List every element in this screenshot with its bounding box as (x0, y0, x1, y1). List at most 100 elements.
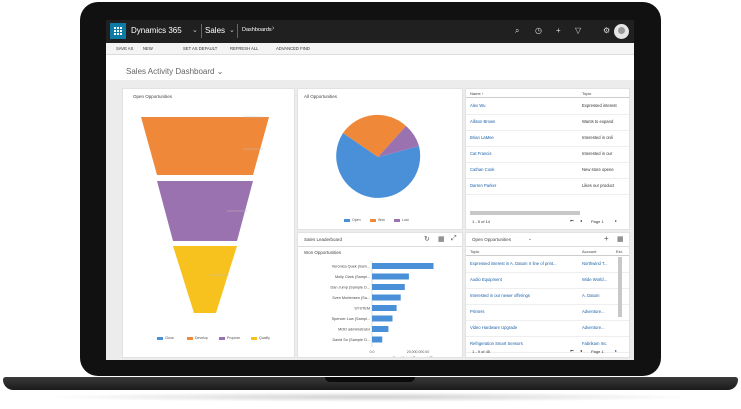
open-opportunities-card: Open Opportunities Close Develop Propose… (122, 88, 295, 358)
first-page-icon[interactable]: ⏮ (570, 218, 574, 223)
chevron-down-icon[interactable]: ⌄ (192, 27, 198, 34)
plus-icon[interactable]: + (556, 26, 561, 35)
table-row[interactable]: Cathan Cook New store opene (466, 162, 629, 179)
app-name[interactable]: Dynamics 365 (131, 26, 182, 35)
search-icon[interactable]: ⌕ (515, 26, 520, 35)
history-icon[interactable]: ◷ (535, 26, 542, 35)
grid-record-count: 1 - 9 of 45 (472, 349, 491, 354)
open-opportunities-grid-card: Open Opportunities ⌄ + ▦ Topic Account E… (465, 232, 630, 358)
table-row[interactable]: Alex Wu Expressed interest (466, 98, 629, 115)
table-row[interactable]: Allison Brown Wants to expand (466, 114, 629, 131)
leaderboard-bar[interactable] (372, 305, 397, 311)
prev-page-icon[interactable]: ◂ (580, 348, 583, 353)
leaderboard-bar[interactable] (372, 336, 383, 343)
bar-category-label: Veronica Quek (Sam... (332, 265, 370, 269)
table-row[interactable]: Printers Adventure... (466, 304, 629, 321)
chevron-right-icon[interactable]: › (272, 25, 275, 32)
dashboard-title[interactable]: Sales Activity Dashboard ⌄ (126, 67, 223, 76)
pie-slice-open[interactable] (336, 133, 421, 198)
row-primary-link[interactable]: Cathan Cook (470, 167, 495, 172)
plus-icon[interactable]: + (604, 234, 609, 243)
row-primary-link[interactable]: Printers (470, 309, 485, 314)
leaderboard-bar[interactable] (372, 315, 393, 322)
row-primary-link[interactable]: Video Hardware Upgrade (470, 325, 518, 330)
row-secondary-cell: Adventure... (582, 325, 605, 330)
all-opportunities-card: All Opportunities Open Won Lost (297, 88, 463, 230)
grid-icon[interactable]: ▦ (617, 236, 624, 243)
leaderboard-bar[interactable] (372, 294, 401, 301)
avatar[interactable] (614, 24, 629, 39)
row-secondary-cell: New store opene (582, 167, 614, 172)
expand-icon[interactable]: ⤢ (451, 235, 457, 242)
legend-swatch (187, 337, 193, 340)
grid-icon[interactable]: ▦ (438, 236, 445, 243)
table-row[interactable]: Audio Equipment Wide World... (466, 272, 629, 289)
grid-record-count: 1 - 5 of 14 (472, 219, 491, 224)
next-page-icon[interactable]: ▸ (615, 218, 618, 223)
set-as-default-button[interactable]: SET AS DEFAULT (183, 46, 218, 51)
prev-page-icon[interactable]: ◂ (580, 218, 583, 223)
pie-slice-won[interactable] (343, 114, 406, 157)
card-title[interactable]: Open Opportunities (472, 237, 512, 242)
chevron-down-icon: ⌄ (216, 67, 224, 76)
row-primary-link[interactable]: Allison Brown (470, 119, 496, 124)
leaderboard-bar[interactable] (372, 284, 405, 290)
funnel-segment-propose[interactable] (157, 181, 253, 241)
row-primary-link[interactable]: Expressed interest in A. Datum X line of… (470, 261, 557, 266)
table-row[interactable]: Refrigeration Smart Sensors Fabrikam Inc. (466, 336, 629, 353)
chevron-down-icon[interactable]: ⌄ (229, 27, 235, 34)
filter-icon[interactable]: ▽ (575, 26, 582, 35)
refresh-icon[interactable]: ↻ (424, 236, 430, 243)
row-secondary-cell: Likes our product (582, 183, 615, 188)
page-number: Page 1 (591, 219, 604, 224)
grid-title-bar: Open Opportunities ⌄ + ▦ (466, 233, 629, 247)
card-title: Sales Leaderboard (304, 237, 343, 242)
row-primary-link[interactable]: Cat Francis (470, 151, 492, 156)
row-secondary-cell: A. Datum (582, 293, 600, 298)
column-header-topic[interactable]: Topic (470, 249, 480, 254)
laptop-screen: Dynamics 365 ⌄ Sales ⌄ Dashboards › ⌕ ◷ … (106, 20, 634, 360)
row-secondary-cell: Expressed interest (582, 103, 617, 108)
leaderboard-bar[interactable] (372, 263, 434, 269)
x-tick-label: 0.0 (370, 350, 375, 354)
next-page-icon[interactable]: ▸ (615, 348, 618, 353)
table-row[interactable]: Darren Parker Likes our product (466, 178, 629, 195)
row-primary-link[interactable]: Darren Parker (470, 183, 497, 188)
pie-slice-lost[interactable] (378, 126, 419, 157)
advanced-find-button[interactable]: ADVANCED FIND (276, 46, 310, 51)
subarea-name[interactable]: Dashboards (242, 27, 272, 33)
chevron-down-icon[interactable]: ⌄ (528, 236, 532, 241)
area-name[interactable]: Sales (205, 26, 226, 35)
app-launcher-icon[interactable] (110, 23, 126, 39)
table-row[interactable]: Brian LaMee Interested in onli (466, 130, 629, 147)
row-primary-link[interactable]: Alex Wu (470, 103, 486, 108)
row-primary-link[interactable]: Refrigeration Smart Sensors (470, 341, 523, 346)
leaderboard-bar[interactable] (372, 326, 389, 332)
column-header-account[interactable]: Account (582, 249, 597, 254)
funnel-segment-qualify[interactable] (173, 246, 237, 313)
column-header-name[interactable]: Name ↑ (470, 91, 484, 96)
leaderboard-bar[interactable] (372, 273, 409, 280)
save-as-button[interactable]: SAVE AS (116, 46, 134, 51)
table-row[interactable]: Expressed interest in A. Datum X line of… (466, 256, 629, 273)
first-page-icon[interactable]: ⏮ (570, 348, 574, 353)
table-row[interactable]: Interested in our newer offerings A. Datu… (466, 288, 629, 305)
column-header-est[interactable]: Est. (616, 249, 623, 254)
legend-label: Open (352, 218, 361, 222)
gear-icon[interactable]: ⚙ (603, 26, 611, 35)
row-primary-link[interactable]: Interested in our newer offerings (470, 293, 530, 298)
vertical-scrollbar[interactable] (618, 257, 622, 317)
row-secondary-cell: Interested in our (582, 151, 613, 156)
horizontal-scrollbar[interactable] (470, 211, 580, 215)
refresh-all-button[interactable]: REFRESH ALL (230, 46, 259, 51)
new-button[interactable]: NEW (143, 46, 153, 51)
row-primary-link[interactable]: Audio Equipment (470, 277, 502, 282)
bar-category-label: Spencer Low (Sampl... (332, 317, 370, 321)
table-row[interactable]: Cat Francis Interested in our (466, 146, 629, 163)
table-row[interactable]: Video Hardware Upgrade Adventure... (466, 320, 629, 337)
dashboard-content: Open Opportunities Close Develop Propose… (106, 80, 634, 360)
row-primary-link[interactable]: Brian LaMee (470, 135, 494, 140)
column-header-topic[interactable]: Topic (582, 91, 592, 96)
funnel-segment-develop[interactable] (141, 117, 269, 175)
row-secondary-cell: Wide World... (582, 277, 608, 282)
